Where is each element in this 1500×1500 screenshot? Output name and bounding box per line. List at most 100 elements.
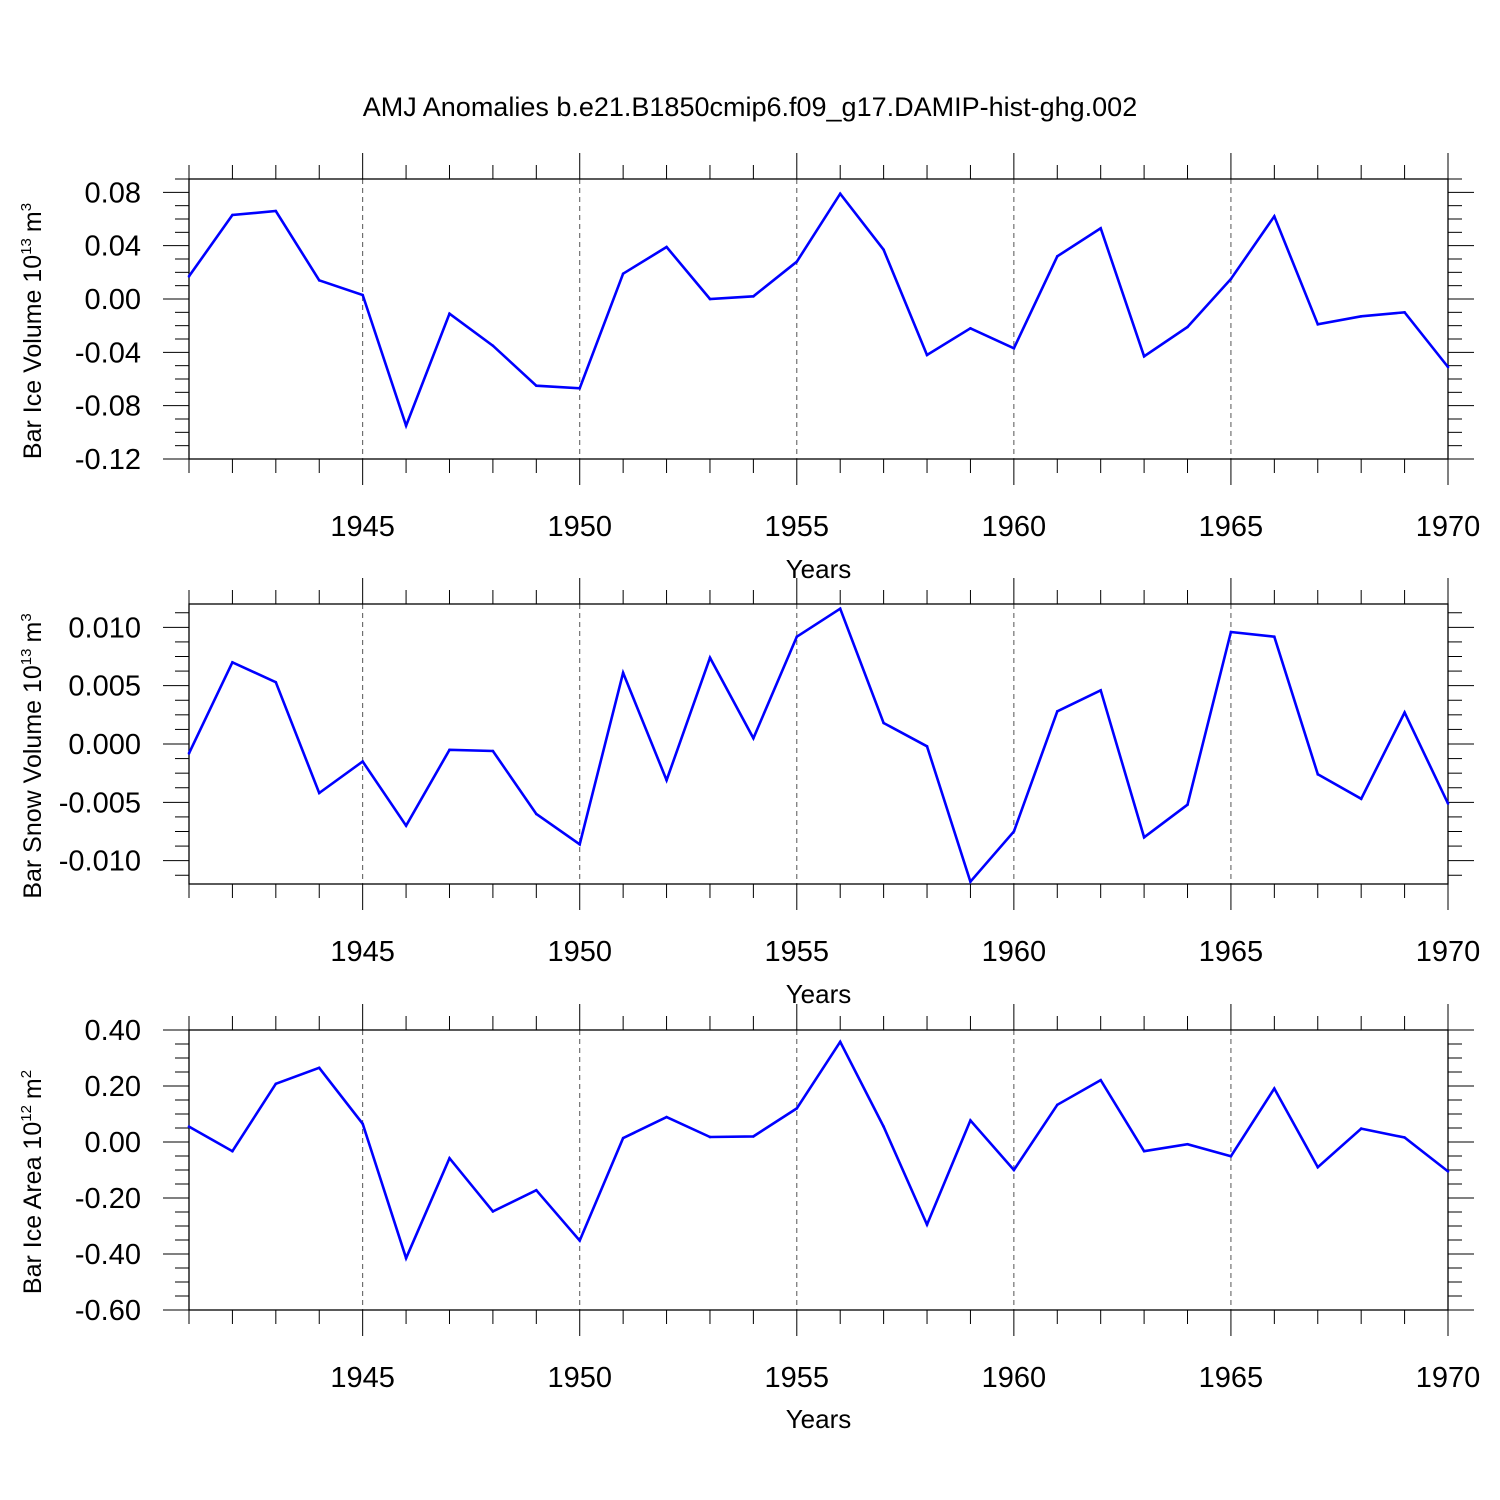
data-point [578, 387, 582, 390]
data-point [925, 353, 929, 357]
data-point [1099, 1078, 1102, 1082]
data-point [491, 344, 495, 347]
data-point [621, 671, 625, 675]
data-point [187, 1125, 191, 1128]
y-tick-label: -0.12 [75, 444, 141, 476]
y-tick-label: 0.000 [68, 729, 141, 761]
y-axis-title-main: Bar Ice Volume 10 [19, 255, 47, 459]
data-point [838, 1040, 842, 1044]
x-tick-label: 1965 [1199, 1362, 1264, 1394]
data-point [448, 748, 451, 752]
data-point [1186, 1142, 1189, 1146]
x-tick-label: 1945 [330, 936, 395, 968]
y-tick-label: -0.60 [75, 1295, 141, 1327]
data-point [708, 297, 712, 301]
data-point [448, 1156, 451, 1160]
y-tick-label: -0.08 [75, 391, 141, 423]
data-point [1403, 711, 1406, 714]
series-line [187, 191, 1450, 430]
x-tick-label: 1955 [765, 936, 830, 968]
x-tick-label: 1965 [1199, 936, 1264, 968]
panels: -0.12 -0.08 -0.04 0.00 0.04 0.08 1945 1950 1955 1… [18, 153, 1480, 1434]
data-point [1099, 227, 1102, 230]
data-point [969, 880, 972, 883]
data-point [535, 384, 538, 387]
y-tick-label: -0.20 [75, 1183, 141, 1215]
x-tick-label: 1970 [1416, 936, 1481, 968]
data-point [578, 843, 582, 846]
data-point [491, 749, 495, 753]
data-point [404, 1256, 408, 1260]
data-point [1142, 1149, 1146, 1153]
y-axis-title: Bar Snow Volume 1013 m3 [18, 613, 47, 898]
y-axis-title-unit: m [19, 1078, 47, 1099]
data-point [1099, 689, 1102, 692]
y-axis-title-unit-exponent: 3 [18, 613, 35, 621]
series-line [188, 1039, 1449, 1262]
y-axis-title-main: Bar Ice Area 10 [19, 1122, 47, 1294]
y-tick-label: 0.005 [68, 671, 141, 703]
x-tick-label: 1970 [1416, 511, 1481, 543]
data-point [448, 312, 451, 315]
x-tick-label: 1965 [1199, 511, 1264, 543]
data-point [1446, 1170, 1450, 1173]
x-tick-label: 1945 [330, 1362, 395, 1394]
data-point [187, 752, 191, 755]
data-point [535, 812, 538, 816]
y-axis-title: Bar Ice Area 1012 m2 [18, 1070, 47, 1294]
data-point [925, 745, 929, 748]
panel-2: -0.010 -0.005 0.000 0.005 0.010 1945 1950 1955 1… [18, 578, 1480, 1009]
data-point [1012, 347, 1016, 350]
data-point [795, 260, 799, 263]
data-point [1055, 1103, 1059, 1107]
data-point [1012, 1168, 1016, 1172]
data-point [1012, 830, 1016, 833]
data-point [361, 1122, 364, 1126]
data-point [1273, 635, 1276, 638]
data-point [361, 760, 364, 763]
data-point [1055, 255, 1059, 258]
x-tick-label: 1960 [982, 936, 1047, 968]
x-tick-label: 1960 [982, 1362, 1047, 1394]
data-point [1316, 773, 1320, 776]
y-tick-label: 0.04 [85, 231, 141, 263]
y-tick-label: 0.20 [85, 1071, 141, 1103]
y-tick-label: 0.40 [85, 1015, 141, 1047]
data-point [1359, 1127, 1363, 1130]
data-point [1142, 355, 1146, 358]
y-tick-label: -0.04 [75, 337, 141, 369]
x-tick-label: 1955 [765, 511, 830, 543]
data-point [925, 1223, 929, 1226]
data-point [187, 275, 191, 278]
data-point [231, 1149, 234, 1153]
data-point [1403, 1136, 1406, 1139]
data-point [795, 1107, 799, 1110]
data-point [317, 1066, 321, 1070]
data-point [1186, 325, 1189, 329]
x-tick-label: 1945 [330, 511, 395, 543]
y-axis-title-unit-exponent: 2 [18, 1070, 35, 1078]
y-tick-label: 0.00 [85, 1127, 141, 1159]
x-tick-label: 1960 [982, 511, 1047, 543]
data-point [274, 680, 278, 684]
data-point [1186, 803, 1189, 806]
data-point [361, 293, 364, 297]
y-tick-label: 0.010 [68, 612, 141, 644]
data-point [882, 248, 885, 251]
data-point [274, 1082, 278, 1086]
data-point [795, 635, 799, 638]
data-point [1446, 802, 1450, 805]
y-tick-label: -0.40 [75, 1239, 141, 1271]
data-point [317, 279, 321, 282]
x-tick-label: 1970 [1416, 1362, 1481, 1394]
data-point [1316, 323, 1320, 326]
x-tick-label: 1950 [547, 936, 612, 968]
data-point [665, 778, 668, 782]
data-point [1273, 1087, 1276, 1090]
y-axis-title-exponent: 13 [18, 238, 35, 255]
data-point [621, 272, 625, 275]
data-point [535, 1188, 538, 1192]
data-point [752, 736, 755, 740]
x-axis-title: Years [786, 554, 852, 584]
x-tick-label: 1950 [547, 511, 612, 543]
